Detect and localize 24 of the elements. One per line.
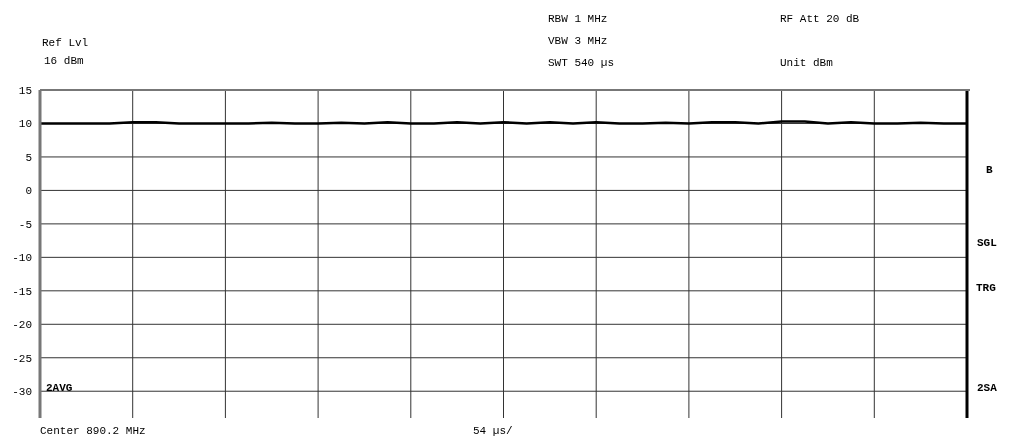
text: B [986,163,993,177]
text: 54 µs/ [473,424,513,438]
text: Ref Lvl [42,36,89,50]
y-tick-label: -10 [12,252,32,265]
text: TRG [976,281,996,295]
text: VBW 3 MHz [548,34,608,48]
text: 16 dBm [44,54,84,68]
y-tick-label: 0 [25,185,32,198]
y-tick-label: -15 [12,285,32,298]
text: RF Att 20 dB [780,12,860,26]
y-tick-label: -5 [18,218,32,231]
y-tick-label: 10 [18,118,32,131]
text: SWT 540 µs [548,56,615,70]
y-tick-label: 15 [18,84,32,97]
text: Center 890.2 MHz [40,424,146,438]
y-tick-label: -25 [12,352,32,365]
text: Unit dBm [780,56,833,70]
text: 2SA [977,381,997,395]
text: SGL [977,236,997,250]
annotation: 2AVG [46,381,73,395]
text: RBW 1 MHz [548,12,608,26]
y-tick-label: -30 [12,386,32,399]
y-tick-label: 5 [25,151,32,164]
y-tick-label: -20 [12,319,32,332]
